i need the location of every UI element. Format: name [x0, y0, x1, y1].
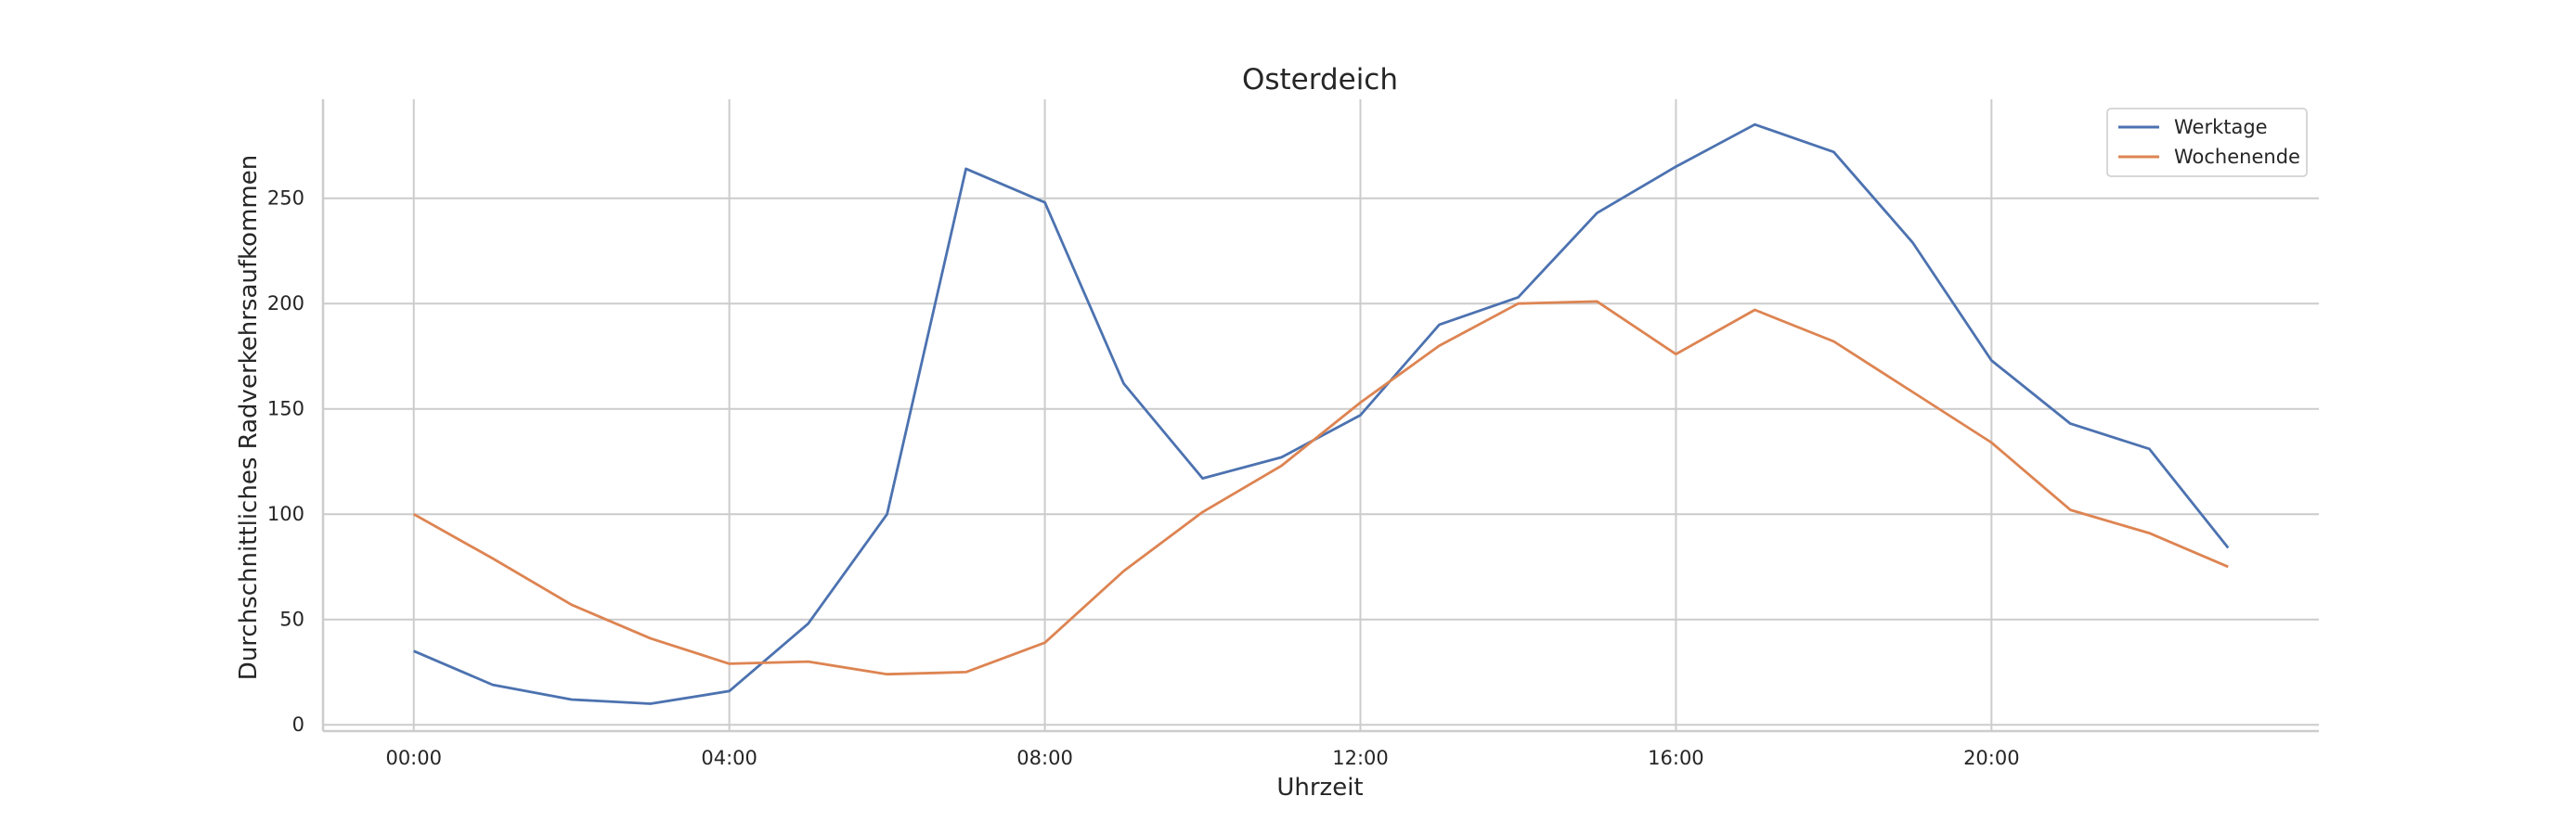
x-tick-label: 16:00 [1648, 747, 1704, 769]
legend-frame [2106, 108, 2308, 177]
x-axis-title: Uhrzeit [1276, 774, 1363, 802]
y-tick-label: 0 [292, 713, 304, 736]
series-lines [413, 122, 2230, 705]
axis-spines [321, 99, 2319, 733]
y-tick-label: 200 [267, 292, 304, 315]
x-tick-label: 04:00 [701, 747, 757, 769]
y-tick-label: 100 [267, 503, 304, 525]
y-tick-label: 150 [267, 398, 304, 420]
x-tick-label: 12:00 [1332, 747, 1389, 769]
y-tick-label: 50 [279, 609, 304, 631]
legend: Werktage Wochenende [2106, 108, 2308, 177]
y-tick-label: 250 [267, 187, 304, 210]
x-tick-label: 00:00 [385, 747, 442, 769]
series-line-werktage [413, 122, 2230, 705]
tick-labels: 0 50 100 150 200 250 00:00 04:00 08:00 12:00 16:00… [267, 187, 2020, 769]
series-line-wochenende [413, 300, 2229, 676]
legend-label-werktage: Werktage [2174, 116, 2268, 138]
chart-title: Osterdeich [1242, 63, 1398, 96]
y-axis-title: Durchschnittliches Radverkehrsaufkommen [235, 155, 263, 680]
x-tick-label: 08:00 [1016, 747, 1073, 769]
x-tick-label: 20:00 [1963, 747, 2020, 769]
grid-lines [323, 99, 2319, 731]
legend-label-wochenende: Wochenende [2174, 146, 2300, 168]
